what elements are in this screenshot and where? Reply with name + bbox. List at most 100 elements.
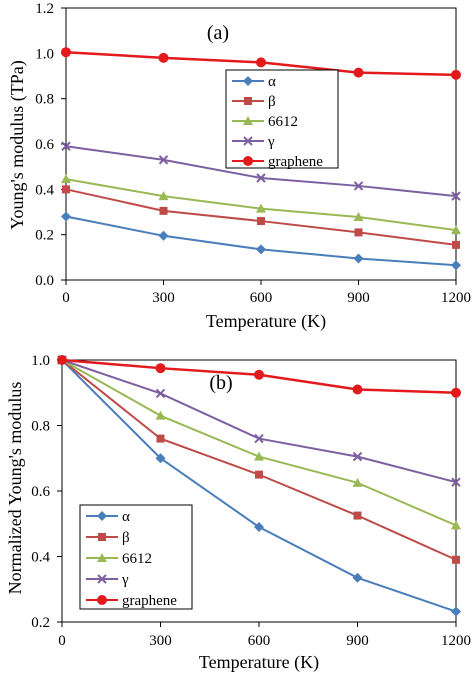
panel-a-point-6612 <box>61 174 71 184</box>
panel-b-legend-marker-alpha <box>97 511 107 521</box>
panel-b-point-beta <box>353 511 362 520</box>
panel-b-legend-marker-6612 <box>97 553 107 562</box>
panel-a-legend-label-graphene: graphene <box>268 154 323 170</box>
panel-a-point-graphene <box>451 69 461 80</box>
panel-a-y-tick-label: 0.4 <box>35 182 54 198</box>
panel-a-point-alpha <box>451 260 461 271</box>
panel-a-point-beta <box>159 206 168 215</box>
panel-b-point-gamma <box>451 477 461 487</box>
panel-a-point-beta <box>257 217 265 226</box>
panel-a-point-6612 <box>158 191 169 201</box>
panel-a-legend: αβ 6612 γ graphene <box>225 69 339 170</box>
panel-a-point-alpha <box>158 230 169 241</box>
panel-a-point-gamma <box>158 155 169 165</box>
panel-b-ylabel: Normalized Young's modulus <box>5 382 25 595</box>
panel-a-ylabel: Young's modulus (TPa) <box>7 60 28 229</box>
panel-a-ticks: 0 300 600 900 1200 0.0 0.2 0.4 0.6 0.8 1.0 1.2 <box>35 1 471 306</box>
panel-a-x-tick-label: 900 <box>347 290 370 306</box>
panel-b-y-tick-label: 0.6 <box>31 484 50 500</box>
panel-a-legend-label-6612: 6612 <box>268 114 298 130</box>
panel-b-point-6612 <box>352 477 363 487</box>
panel-b-point-beta <box>452 555 460 564</box>
panel-a-legend-box <box>225 69 339 169</box>
panel-b-point-gamma <box>352 451 363 462</box>
panel-a-point-alpha <box>256 244 266 255</box>
panel-a-x-tick-label: 300 <box>152 290 175 306</box>
panel-b-y-tick-label: 0.8 <box>31 419 50 435</box>
panel-b-point-graphene <box>352 384 363 395</box>
panel-a-point-beta <box>354 228 363 237</box>
panel-a-point-6612 <box>451 225 461 235</box>
panel-a-legend-label-alpha: α <box>268 74 276 90</box>
panel-b-x-tick-label: 900 <box>346 633 369 649</box>
panel-b-point-gamma <box>155 388 166 399</box>
panel-b-series-line-6612 <box>61 359 457 527</box>
panel-b-legend-label-6612: 6612 <box>122 551 152 567</box>
panel-b-point-graphene <box>155 363 166 374</box>
panel-a-y-tick-label: 1.0 <box>35 46 54 62</box>
panel-b-point-alpha <box>352 572 363 583</box>
panel-b-legend-marker-beta <box>98 533 106 541</box>
panel-a-point-6612 <box>353 211 364 221</box>
panel-a-point-beta <box>62 185 70 194</box>
panel-b-x-tick-label: 0 <box>58 633 66 649</box>
panel-a-x-tick-label: 0 <box>62 290 70 306</box>
panel-b-y-tick-label: 0.2 <box>31 615 50 631</box>
panel-b-legend-marker-gamma <box>97 574 107 584</box>
panel-b-legend-label-alpha: α <box>122 509 130 525</box>
panel-a-xlabel: Temperature (K) <box>206 311 326 332</box>
panel-a-point-alpha <box>353 253 364 264</box>
panel-b-x-tick-label: 1200 <box>441 633 471 649</box>
panel-a-y-tick-label: 0.2 <box>35 228 54 244</box>
panel-a-legend-marker-alpha <box>243 76 253 86</box>
panel-a-legend-label-beta: β <box>268 94 276 110</box>
panel-a-point-gamma <box>451 191 461 201</box>
panel-a-y-tick-label: 0.0 <box>35 273 54 289</box>
panel-b-point-6612 <box>155 410 166 420</box>
panel-b-y-tick-label: 0.4 <box>31 550 50 566</box>
panel-b-label: (b) <box>209 372 232 394</box>
panel-b-point-alpha <box>155 453 166 464</box>
panel-a-series <box>61 47 461 271</box>
panel-b-xlabel: Temperature (K) <box>199 652 319 673</box>
panel-a-legend-marker-beta <box>244 97 252 105</box>
panel-a-y-tick-label: 0.8 <box>35 92 54 108</box>
panel-a-point-graphene <box>61 47 71 58</box>
panel-b-point-6612 <box>451 520 461 530</box>
panel-b-x-tick-label: 600 <box>248 633 271 649</box>
panel-a-legend-label-gamma: γ <box>267 134 275 150</box>
panel-b-ticks: 0 300 600 900 1200 0.2 0.4 0.6 0.8 1.0 <box>31 353 471 649</box>
panel-a-point-gamma <box>353 181 364 191</box>
panel-a-y-tick-label: 1.2 <box>35 1 54 17</box>
panel-a-point-gamma <box>256 173 266 183</box>
panel-b-point-alpha <box>451 606 461 617</box>
panel-b-point-gamma <box>254 433 264 444</box>
panel-b-legend-label-gamma: γ <box>121 572 129 588</box>
panel-b-legend-marker-graphene <box>97 595 107 605</box>
panel-a-point-graphene <box>256 57 266 68</box>
panel-b-point-graphene <box>254 369 264 380</box>
panel-a-point-alpha <box>61 211 71 222</box>
panel-b-legend-label-beta: β <box>122 530 130 546</box>
panel-b-point-alpha <box>254 522 264 533</box>
panel-a-y-tick-label: 0.6 <box>35 137 54 153</box>
panel-b-point-graphene <box>57 355 67 365</box>
panel-a-legend-marker-graphene <box>243 156 253 166</box>
panel-b-x-tick-label: 300 <box>149 633 172 649</box>
panel-b-legend: αβ 6612 γ graphene <box>79 504 193 610</box>
panel-a-point-beta <box>452 240 460 249</box>
panel-a-point-gamma <box>61 141 71 151</box>
panel-a-label: (a) <box>207 22 229 44</box>
panel-b-y-tick-label: 1.0 <box>31 353 50 369</box>
panel-a-legend-marker-6612 <box>243 116 253 125</box>
panel-a-point-graphene <box>353 67 364 78</box>
panel-b: 0 300 600 900 1200 0.2 0.4 0.6 0.8 1.0 (b) Temper… <box>5 353 471 673</box>
panel-b-point-graphene <box>451 387 461 398</box>
panel-b-legend-label-graphene: graphene <box>122 593 177 609</box>
panel-b-series <box>57 355 461 617</box>
panel-b-point-6612 <box>254 451 264 461</box>
panel-b-point-beta <box>156 434 165 443</box>
panel-b-point-beta <box>255 470 263 479</box>
